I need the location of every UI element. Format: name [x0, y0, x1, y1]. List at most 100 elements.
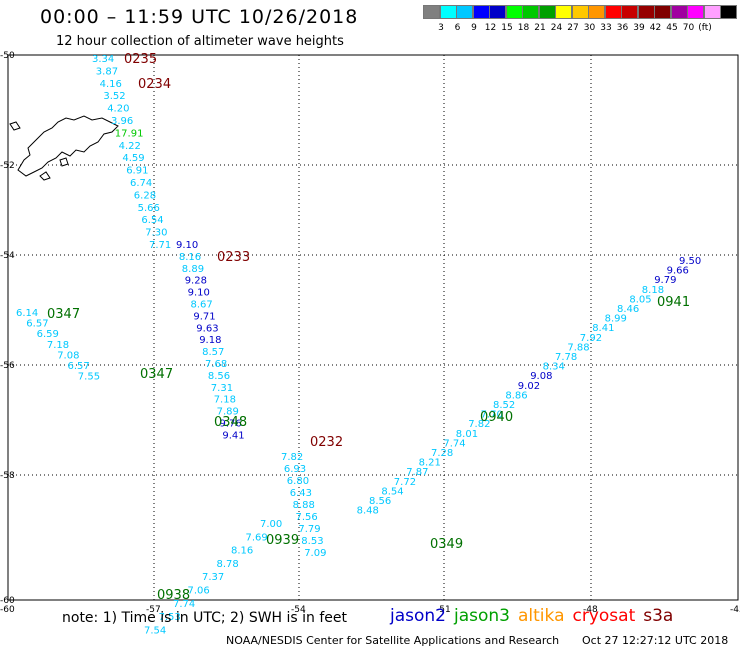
wave-height-value: 9.79 [654, 275, 676, 286]
latitude-tick-label: -56 [0, 361, 15, 371]
track-time-label: 0234 [138, 77, 171, 92]
wave-height-value: 3.87 [96, 66, 118, 77]
wave-height-value: 9.18 [199, 335, 221, 346]
wave-height-value: 6.80 [287, 476, 309, 487]
color-scale-label: 36 [616, 23, 629, 33]
credit-text: NOAA/NESDIS Center for Satellite Applica… [226, 634, 560, 647]
wave-height-value: 7.18 [214, 395, 236, 406]
wave-height-value: 7.55 [78, 372, 100, 383]
color-scale-label: 30 [583, 23, 596, 33]
wave-height-value: 9.10 [188, 288, 210, 299]
wave-height-value: 6.91 [126, 166, 148, 177]
color-scale-label: 3 [438, 23, 444, 33]
wave-height-value: 7.88 [567, 342, 589, 353]
color-swatch [720, 5, 737, 19]
track-time-label: 0232 [310, 435, 343, 450]
wave-height-value: 9.08 [530, 371, 552, 382]
wave-height-value: 9.76 [220, 419, 242, 430]
wave-height-value: 7.30 [145, 228, 167, 239]
wave-height-value: 7.78 [555, 352, 577, 363]
wave-height-value: 7.87 [406, 467, 428, 478]
wave-height-value: 8.18 [642, 285, 664, 296]
wave-height-value: 9.71 [193, 311, 215, 322]
wave-height-value: 6.74 [130, 178, 152, 189]
color-scale-label: 33 [600, 23, 612, 33]
legend-item-altika: altika [518, 606, 565, 626]
track-time-label: 0348 [214, 415, 247, 430]
wave-height-value: 6.93 [284, 464, 306, 475]
wave-height-value: 7.68 [205, 359, 227, 370]
wave-height-value: 3.52 [103, 91, 125, 102]
wave-height-value: 8.89 [182, 264, 204, 275]
track-time-label: 0939 [266, 533, 299, 548]
longitude-tick-label: -48 [583, 605, 598, 615]
wave-height-value: 4.59 [122, 153, 144, 164]
wave-height-value: 7.89 [217, 407, 239, 418]
wave-height-value: 8.67 [191, 300, 213, 311]
map-frame [7, 54, 739, 601]
wave-height-value: 4.22 [119, 141, 141, 152]
wave-height-value: 8.46 [617, 304, 639, 315]
wave-height-value: 7.82 [468, 419, 490, 430]
wave-height-value: 7.08 [57, 350, 79, 361]
color-scale-label: 21 [534, 23, 546, 33]
credit-timestamp: Oct 27 12:27:12 UTC 2018 [582, 634, 729, 647]
longitude-tick-label: -57 [146, 605, 161, 615]
color-scale-label: 70 [682, 23, 695, 33]
track-time-label: 0941 [657, 295, 690, 310]
wave-height-value: 6.57 [26, 319, 48, 330]
wave-height-value: 8.57 [202, 347, 224, 358]
wave-height-value: 8.48 [357, 506, 379, 517]
wave-height-value: 8.52 [493, 400, 515, 411]
latitude-tick-label: -58 [0, 471, 15, 481]
track-time-label: 0347 [47, 307, 80, 322]
latitude-tick-label: -52 [0, 161, 15, 171]
legend-item-s3a: s3a [643, 606, 674, 626]
color-scale-label: 12 [484, 23, 497, 33]
wave-height-value: 7.56 [296, 512, 318, 523]
wave-height-value: 9.50 [679, 256, 701, 267]
note-text: note: 1) Time is in UTC; 2) SWH is in fe… [62, 610, 348, 626]
track-time-label: 0349 [430, 537, 463, 552]
wave-height-value: 8.86 [505, 390, 527, 401]
wave-height-value: 7.70 [481, 410, 503, 421]
wave-height-value: 8.56 [208, 371, 230, 382]
wave-height-value: 3.96 [111, 116, 133, 127]
falkland-islands-coastline [17, 115, 119, 177]
wave-height-value: 8.53 [301, 536, 323, 547]
wave-height-value: 7.53 [159, 612, 181, 623]
wave-height-value: 17.91 [115, 128, 144, 139]
wave-height-value: 9.10 [176, 240, 198, 251]
wave-height-value: 8.99 [605, 314, 627, 325]
wave-height-value: 7.74 [443, 438, 465, 449]
wave-height-value: 8.56 [369, 496, 391, 507]
longitude-tick-label: -45 [730, 605, 740, 615]
wave-height-value: 7.79 [298, 524, 320, 535]
wave-height-value: 7.06 [188, 586, 210, 597]
wave-height-value: 8.34 [543, 362, 565, 373]
longitude-tick-label: -51 [436, 605, 451, 615]
longitude-tick-label: -60 [0, 605, 15, 615]
coastline-detail [9, 121, 69, 181]
wave-height-value: 4.20 [107, 104, 129, 115]
latitude-tick-label: -60 [0, 596, 15, 606]
wave-height-value: 8.01 [456, 429, 478, 440]
legend-item-cryosat: cryosat [572, 606, 636, 626]
color-scale-label: 18 [517, 23, 530, 33]
wave-height-value: 8.88 [293, 500, 315, 511]
color-scale-label: 45 [666, 23, 678, 33]
wave-height-value: 6.57 [68, 361, 90, 372]
page-title: 00:00 – 11:59 UTC 10/26/2018 [40, 6, 359, 28]
latitude-tick-label: -54 [0, 251, 15, 261]
wave-height-value: 6.54 [141, 215, 163, 226]
wave-height-value: 7.71 [149, 240, 171, 251]
wave-height-value: 7.72 [394, 477, 416, 488]
wave-height-value: 3.34 [92, 54, 114, 65]
track-time-label: 0940 [480, 410, 513, 425]
lat-lon-grid [8, 55, 738, 600]
wave-height-value: 7.28 [431, 448, 453, 459]
color-scale-unit: (ft) [698, 23, 712, 33]
wave-height-value: 7.37 [202, 572, 224, 583]
